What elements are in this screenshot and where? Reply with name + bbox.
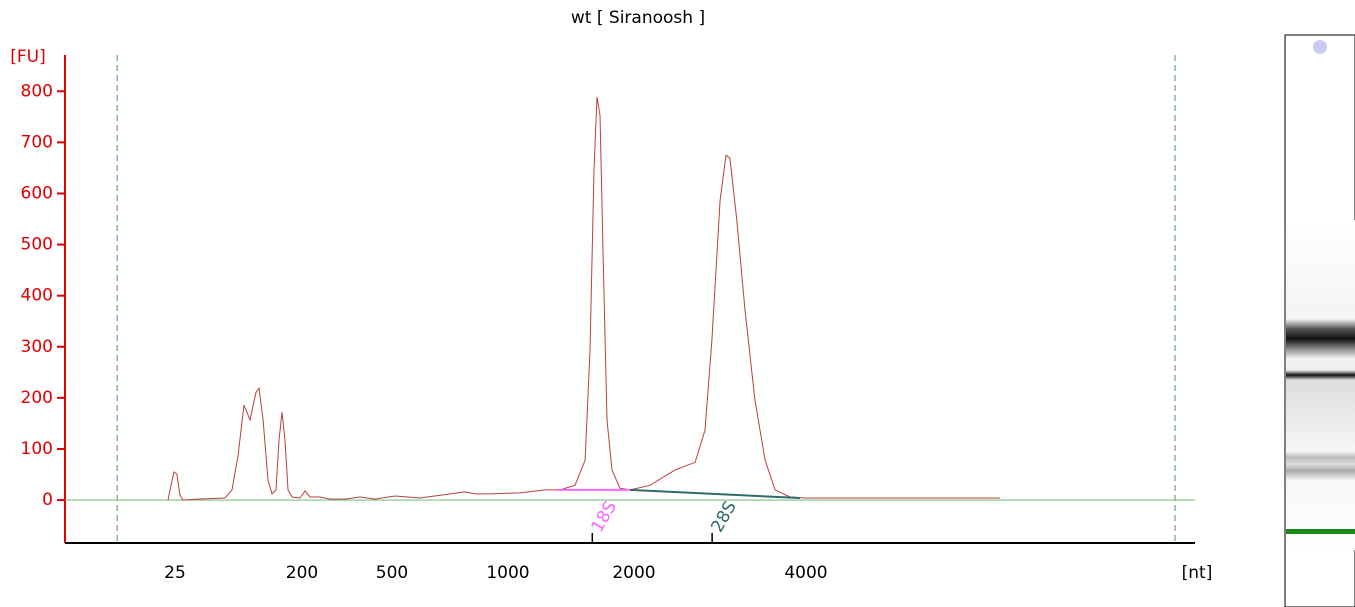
y-tick-label: 800 — [21, 81, 53, 101]
x-axis-label: [nt] — [1182, 563, 1213, 583]
y-tick-label: 300 — [21, 337, 53, 357]
x-tick-label: 1000 — [486, 563, 529, 583]
x-tick-label: 200 — [286, 563, 318, 583]
peak-label: 28S — [707, 498, 741, 536]
y-tick-label: 700 — [21, 132, 53, 152]
gel-lane — [1284, 34, 1355, 607]
trace — [167, 96, 1001, 501]
x-tick-label: 2000 — [612, 563, 655, 583]
gel-speck — [1313, 40, 1327, 54]
x-tick-label: 500 — [376, 563, 408, 583]
y-axis-label: [FU] — [10, 47, 46, 67]
peak-label: 18S — [588, 498, 622, 536]
y-tick-label: 500 — [21, 235, 53, 255]
chart-title: wt [ Siranoosh ] — [571, 8, 705, 28]
y-tick-label: 600 — [21, 183, 53, 203]
y-tick-label: 400 — [21, 286, 53, 306]
x-tick-label: 25 — [164, 563, 186, 583]
y-tick-label: 100 — [21, 439, 53, 459]
gel-marker-band — [1286, 529, 1355, 534]
gel-bands — [1286, 220, 1355, 550]
x-tick-label: 4000 — [784, 563, 827, 583]
peak-baseline — [630, 488, 801, 500]
y-tick-label: 0 — [42, 490, 53, 510]
y-tick-label: 200 — [21, 388, 53, 408]
